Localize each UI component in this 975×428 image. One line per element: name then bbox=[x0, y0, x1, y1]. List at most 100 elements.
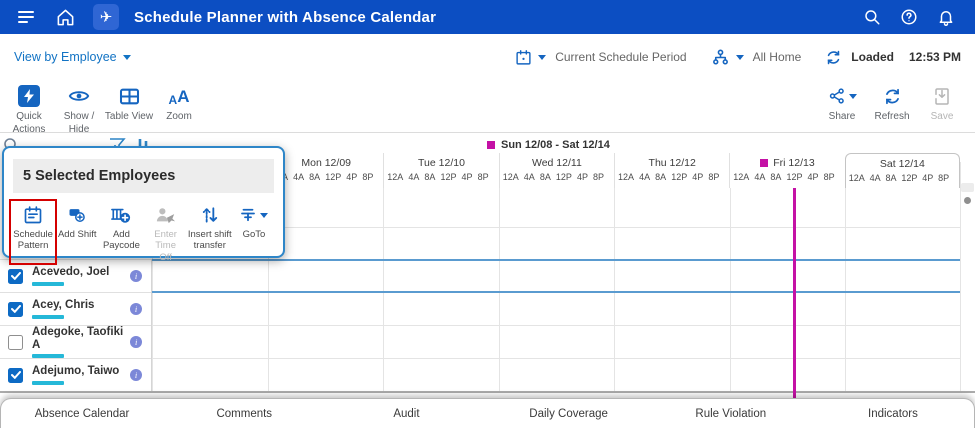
chevron-down-icon bbox=[735, 54, 744, 60]
search-icon bbox=[4, 138, 16, 149]
day-header-sat[interactable]: Sat 12/14 12A 4A 8A 12P 4P 8P bbox=[844, 153, 961, 188]
employee-checkbox[interactable] bbox=[8, 334, 23, 350]
day-header-fri[interactable]: Fri 12/13 12A 4A 8A 12P 4P 8P bbox=[729, 153, 844, 188]
employee-checkbox[interactable] bbox=[8, 301, 23, 317]
employee-checkbox[interactable] bbox=[8, 268, 23, 284]
grid-line bbox=[0, 391, 975, 393]
schedule-period-label: Current Schedule Period bbox=[555, 50, 687, 64]
employee-row[interactable]: Adejumo, Taiwo i bbox=[0, 358, 151, 391]
share-button[interactable]: Share bbox=[817, 85, 867, 124]
grid-line bbox=[268, 162, 269, 391]
info-icon[interactable]: i bbox=[130, 336, 142, 348]
grid-line bbox=[960, 162, 961, 391]
info-icon[interactable]: i bbox=[130, 270, 142, 282]
main-menu-icon[interactable] bbox=[18, 8, 36, 26]
search-icon[interactable] bbox=[863, 8, 881, 26]
enter-time-off-button[interactable]: Enter Time Off bbox=[144, 201, 188, 263]
tab-comments[interactable]: Comments bbox=[216, 407, 273, 420]
employee-indicator-bar bbox=[32, 315, 64, 319]
employee-row[interactable]: Adegoke, Taofiki A i bbox=[0, 325, 151, 358]
tab-indicators[interactable]: Indicators bbox=[868, 407, 918, 420]
tab-rule-violation[interactable]: Rule Violation bbox=[695, 407, 767, 420]
employee-name[interactable]: Adejumo, Taiwo bbox=[32, 365, 120, 378]
quick-actions-button[interactable]: Quick Actions bbox=[4, 85, 54, 136]
grid-line bbox=[730, 188, 731, 391]
popup-title: 5 Selected Employees bbox=[13, 159, 274, 193]
hyperfind-label: All Home bbox=[752, 50, 802, 64]
action-toolbar: Quick Actions Show / Hide Table View bbox=[0, 80, 975, 136]
scrollbar-track[interactable] bbox=[961, 183, 974, 192]
help-icon[interactable] bbox=[900, 8, 918, 26]
info-icon[interactable]: i bbox=[130, 303, 142, 315]
grid-line bbox=[152, 291, 960, 293]
scrollbar-thumb[interactable] bbox=[964, 197, 971, 204]
sync-status-icon[interactable] bbox=[825, 49, 842, 66]
add-shift-icon bbox=[67, 204, 87, 226]
save-icon bbox=[933, 85, 951, 107]
goto-button[interactable]: GoTo bbox=[232, 201, 276, 263]
grid-line bbox=[152, 325, 960, 326]
day-header-wed[interactable]: Wed 12/11 12A 4A 8A 12P 4P 8P bbox=[498, 153, 614, 188]
table-view-button[interactable]: Table View bbox=[104, 85, 154, 136]
person-airplane-icon bbox=[155, 204, 177, 226]
today-marker-icon bbox=[760, 158, 769, 167]
employee-indicator-bar bbox=[32, 282, 64, 286]
goto-icon bbox=[239, 206, 257, 224]
add-shift-button[interactable]: Add Shift bbox=[55, 201, 99, 263]
chevron-down-icon bbox=[538, 54, 547, 60]
home-icon[interactable] bbox=[56, 8, 75, 27]
grid-line bbox=[845, 188, 846, 391]
tab-daily-coverage[interactable]: Daily Coverage bbox=[529, 407, 608, 420]
view-by-dropdown[interactable]: View by Employee bbox=[14, 50, 131, 64]
grid-line bbox=[152, 358, 960, 359]
share-nodes-icon bbox=[828, 87, 846, 105]
week-marker-icon bbox=[487, 141, 495, 149]
chevron-down-icon bbox=[260, 212, 269, 218]
context-bar: View by Employee Current Schedule Period bbox=[0, 34, 975, 80]
employee-checkbox[interactable] bbox=[8, 367, 23, 383]
schedule-pattern-button[interactable]: Schedule Pattern bbox=[8, 198, 58, 266]
refresh-button[interactable]: Refresh bbox=[867, 85, 917, 124]
save-button[interactable]: Save bbox=[917, 85, 967, 124]
app-logo-icon[interactable]: ✈ bbox=[93, 4, 119, 30]
schedule-pattern-calendar-icon bbox=[23, 204, 43, 226]
notifications-bell-icon[interactable] bbox=[937, 8, 955, 26]
view-by-label: View by Employee bbox=[14, 50, 117, 64]
table-grid-icon bbox=[119, 85, 140, 107]
add-paycode-button[interactable]: Add Paycode bbox=[99, 201, 143, 263]
clock-time-label: 12:53 PM bbox=[908, 50, 961, 64]
employee-indicator-bar bbox=[32, 354, 64, 358]
org-people-icon bbox=[711, 48, 730, 67]
week-range-label: Sun 12/08 - Sat 12/14 bbox=[487, 139, 610, 151]
grid-line bbox=[383, 188, 384, 391]
selected-employees-popup: 5 Selected Employees Schedule Pattern bbox=[2, 146, 285, 266]
tab-absence-calendar[interactable]: Absence Calendar bbox=[34, 407, 130, 420]
page-title: Schedule Planner with Absence Calendar bbox=[134, 8, 437, 26]
info-icon[interactable]: i bbox=[130, 369, 142, 381]
show-hide-button[interactable]: Show / Hide bbox=[54, 85, 104, 136]
insert-shift-transfer-button[interactable]: Insert shift transfer bbox=[188, 201, 232, 263]
day-header-thu[interactable]: Thu 12/12 12A 4A 8A 12P 4P 8P bbox=[614, 153, 729, 188]
tab-audit[interactable]: Audit bbox=[393, 407, 420, 420]
employee-row[interactable]: Acevedo, Joel i bbox=[0, 259, 151, 292]
grid-line bbox=[0, 259, 960, 261]
employee-row[interactable]: Acey, Chris i bbox=[0, 292, 151, 325]
calendar-icon bbox=[515, 49, 532, 66]
hyperfind-picker[interactable] bbox=[711, 48, 744, 67]
lightning-bolt-icon bbox=[18, 85, 40, 107]
schedule-period-picker[interactable] bbox=[515, 49, 547, 66]
grid-line bbox=[614, 188, 615, 391]
employee-name[interactable]: Acey, Chris bbox=[32, 299, 95, 312]
employee-name[interactable]: Acevedo, Joel bbox=[32, 266, 110, 279]
day-header-tue[interactable]: Tue 12/10 12A 4A 8A 12P 4P 8P bbox=[383, 153, 498, 188]
employee-name[interactable]: Adegoke, Taofiki A bbox=[32, 326, 124, 351]
chevron-down-icon bbox=[848, 93, 857, 99]
